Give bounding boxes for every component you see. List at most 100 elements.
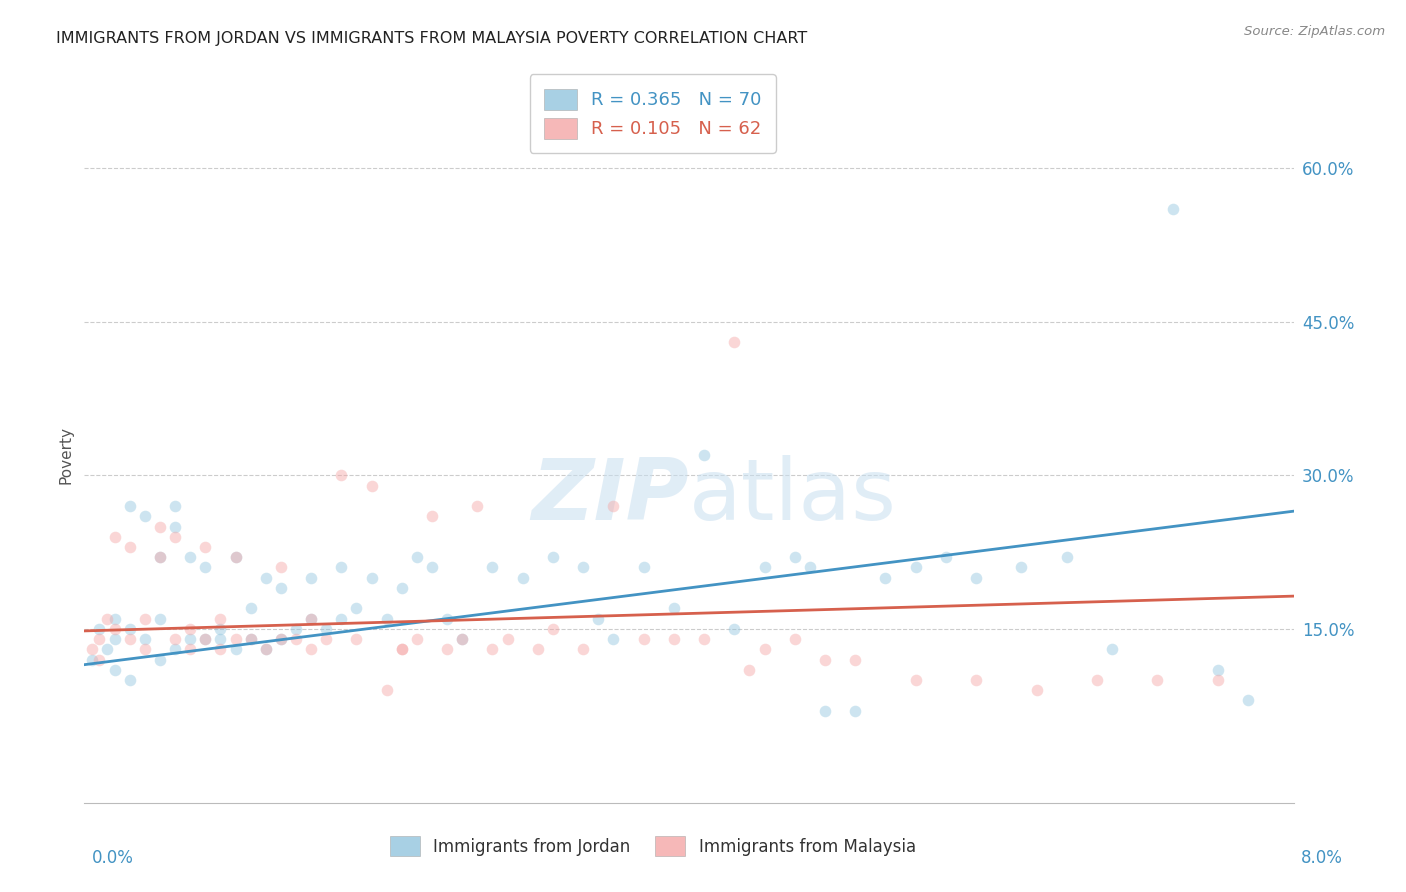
Point <box>436 642 458 657</box>
Point <box>165 632 187 646</box>
Point <box>179 632 201 646</box>
Point <box>844 652 866 666</box>
Text: atlas: atlas <box>689 455 897 538</box>
Point <box>391 642 413 657</box>
Point <box>239 601 262 615</box>
Point <box>1161 202 1184 217</box>
Point <box>225 550 247 565</box>
Point <box>118 673 141 687</box>
Point <box>209 612 232 626</box>
Point <box>118 622 141 636</box>
Point <box>104 632 127 646</box>
Point <box>738 663 761 677</box>
Point <box>254 571 277 585</box>
Point <box>633 632 655 646</box>
Point <box>194 632 217 646</box>
Point <box>118 540 141 554</box>
Text: IMMIGRANTS FROM JORDAN VS IMMIGRANTS FROM MALAYSIA POVERTY CORRELATION CHART: IMMIGRANTS FROM JORDAN VS IMMIGRANTS FRO… <box>56 31 807 46</box>
Point <box>89 632 111 646</box>
Point <box>225 642 247 657</box>
Point <box>633 560 655 574</box>
Point <box>194 540 217 554</box>
Point <box>254 642 277 657</box>
Point <box>451 632 474 646</box>
Point <box>541 622 564 636</box>
Point <box>209 622 232 636</box>
Point <box>315 622 337 636</box>
Point <box>285 622 308 636</box>
Point <box>783 632 806 646</box>
Point <box>693 632 716 646</box>
Point <box>270 560 292 574</box>
Point <box>165 519 187 533</box>
Point <box>496 632 519 646</box>
Point <box>1206 663 1229 677</box>
Y-axis label: Poverty: Poverty <box>58 425 73 484</box>
Point <box>360 478 382 492</box>
Text: Source: ZipAtlas.com: Source: ZipAtlas.com <box>1244 25 1385 38</box>
Point <box>1011 560 1033 574</box>
Point <box>80 652 103 666</box>
Point <box>814 652 837 666</box>
Point <box>104 530 127 544</box>
Point <box>239 632 262 646</box>
Point <box>96 642 118 657</box>
Point <box>315 632 337 646</box>
Point <box>360 571 382 585</box>
Point <box>754 560 776 574</box>
Point <box>299 612 322 626</box>
Point <box>1206 673 1229 687</box>
Point <box>467 499 489 513</box>
Point <box>165 499 187 513</box>
Point <box>165 642 187 657</box>
Point <box>299 612 322 626</box>
Point <box>346 632 368 646</box>
Point <box>783 550 806 565</box>
Point <box>239 632 262 646</box>
Point <box>134 509 156 524</box>
Point <box>602 632 624 646</box>
Point <box>754 642 776 657</box>
Point <box>118 499 141 513</box>
Point <box>254 642 277 657</box>
Point <box>285 632 308 646</box>
Point <box>375 683 398 698</box>
Point <box>375 612 398 626</box>
Text: 8.0%: 8.0% <box>1301 849 1343 867</box>
Point <box>965 673 987 687</box>
Legend: Immigrants from Jordan, Immigrants from Malaysia: Immigrants from Jordan, Immigrants from … <box>381 828 924 864</box>
Point <box>299 571 322 585</box>
Point <box>814 704 837 718</box>
Point <box>572 642 595 657</box>
Point <box>225 632 247 646</box>
Point <box>436 612 458 626</box>
Point <box>1146 673 1168 687</box>
Point <box>165 530 187 544</box>
Point <box>225 550 247 565</box>
Point <box>179 642 201 657</box>
Point <box>406 550 429 565</box>
Point <box>179 622 201 636</box>
Point <box>904 560 927 574</box>
Point <box>481 560 503 574</box>
Point <box>420 509 443 524</box>
Point <box>965 571 987 585</box>
Point <box>662 601 685 615</box>
Point <box>693 448 716 462</box>
Point <box>149 652 172 666</box>
Point <box>1025 683 1047 698</box>
Point <box>104 612 127 626</box>
Point <box>512 571 534 585</box>
Point <box>541 550 564 565</box>
Point <box>149 519 172 533</box>
Point <box>1237 693 1260 707</box>
Point <box>134 642 156 657</box>
Point <box>602 499 624 513</box>
Point <box>346 601 368 615</box>
Point <box>270 632 292 646</box>
Point <box>935 550 957 565</box>
Point <box>149 550 172 565</box>
Point <box>1101 642 1123 657</box>
Point <box>723 622 745 636</box>
Point <box>194 632 217 646</box>
